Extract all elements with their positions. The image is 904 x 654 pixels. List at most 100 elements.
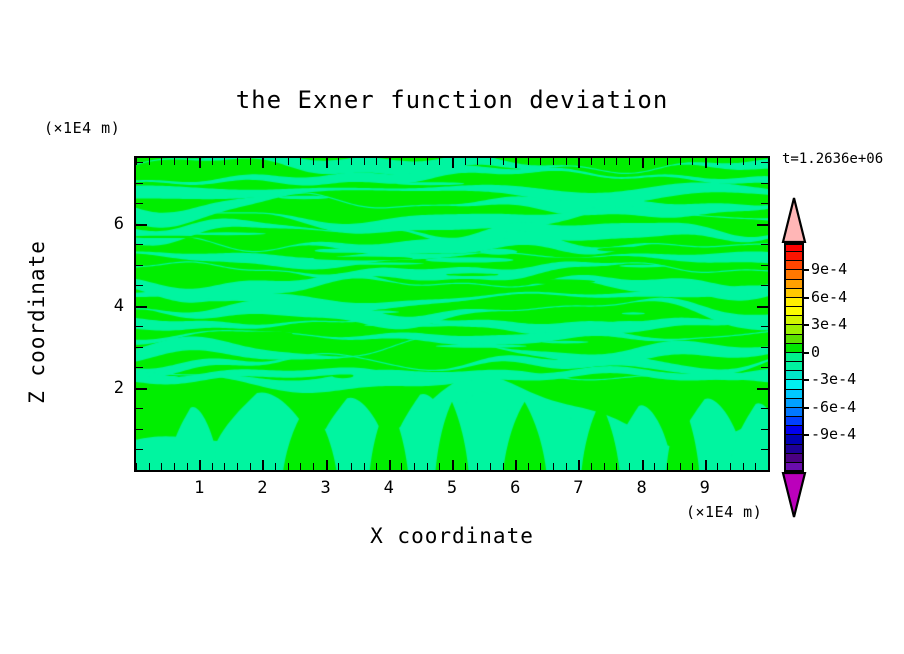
x-tick (578, 460, 580, 470)
x-tick-top (313, 158, 314, 165)
colorbar-bottom-arrow (781, 471, 807, 518)
x-tick-top (477, 158, 478, 165)
x-tick (477, 463, 478, 470)
contour-plot-area (134, 156, 770, 472)
colorbar-band (784, 362, 804, 372)
x-tick-top (224, 158, 225, 165)
y-tick-right (761, 449, 768, 450)
colorbar-label: 6e-4 (811, 287, 848, 306)
x-tick-top (515, 158, 517, 168)
x-tick (629, 463, 630, 470)
y-tick (136, 224, 147, 226)
x-tick-label: 6 (510, 478, 521, 498)
x-tick (389, 460, 391, 470)
x-tick (452, 460, 454, 470)
x-tick (364, 463, 365, 470)
colorbar-label: -3e-4 (811, 370, 857, 389)
x-tick (401, 463, 402, 470)
x-tick (300, 463, 301, 470)
colorbar-band (784, 462, 804, 473)
y-tick-label: 2 (113, 377, 124, 398)
x-tick (717, 463, 718, 470)
colorbar-band (784, 243, 804, 253)
x-tick (692, 463, 693, 470)
x-tick-label: 4 (383, 478, 394, 498)
x-tick-top (187, 158, 188, 165)
colorbar-band (784, 343, 804, 354)
x-tick-label: 8 (636, 478, 647, 498)
x-tick (326, 460, 328, 470)
colorbar-band (784, 389, 804, 400)
x-tick (503, 463, 504, 470)
colorbar-label: -6e-4 (811, 397, 857, 416)
x-tick (174, 463, 175, 470)
x-tick-top (262, 158, 264, 168)
colorbar-band (784, 261, 804, 272)
colorbar-band (784, 270, 804, 281)
y-tick (136, 408, 143, 409)
x-tick-top (149, 158, 150, 165)
x-tick-top (250, 158, 251, 165)
x-tick-top (465, 158, 466, 165)
y-tick-right (757, 224, 768, 226)
colorbar-tick (804, 379, 809, 382)
x-tick-top (755, 158, 756, 165)
x-tick-top (427, 158, 428, 165)
x-tick-top (528, 158, 529, 165)
x-tick-top (414, 158, 415, 165)
y-tick-right (761, 408, 768, 409)
colorbar-separator (784, 243, 804, 245)
x-tick-top (401, 158, 402, 165)
x-tick-label: 9 (699, 478, 710, 498)
y-tick-label: 6 (113, 213, 124, 234)
x-tick (465, 463, 466, 470)
x-tick-top (452, 158, 454, 168)
y-tick-right (757, 306, 768, 308)
x-tick-top (705, 158, 707, 168)
colorbar-label: -9e-4 (811, 425, 857, 444)
x-tick (439, 463, 440, 470)
colorbar-tick (804, 406, 809, 409)
x-tick (566, 463, 567, 470)
x-tick-top (490, 158, 491, 165)
x-tick-top (629, 158, 630, 165)
y-tick-right (761, 285, 768, 286)
x-tick (237, 463, 238, 470)
x-tick (338, 463, 339, 470)
x-tick (604, 463, 605, 470)
x-tick (351, 463, 352, 470)
x-tick (755, 463, 756, 470)
contour-field (136, 158, 768, 470)
y-tick-label: 4 (113, 295, 124, 316)
x-axis-unit-label: (×1E4 m) (686, 503, 763, 521)
x-tick (553, 463, 554, 470)
x-tick-top (351, 158, 352, 165)
y-tick (136, 347, 143, 348)
colorbar-tick (804, 351, 809, 354)
colorbar-label: 3e-4 (811, 315, 848, 334)
x-tick (199, 460, 201, 470)
x-tick (490, 463, 491, 470)
y-tick (136, 265, 143, 266)
x-tick (642, 460, 644, 470)
x-tick (224, 463, 225, 470)
x-tick (136, 463, 137, 470)
colorbar-tick (804, 434, 809, 437)
y-tick (136, 449, 143, 450)
x-tick-top (364, 158, 365, 165)
colorbar-band (784, 252, 804, 262)
colorbar-band (784, 297, 804, 308)
x-tick-top (161, 158, 162, 165)
y-tick-right (761, 244, 768, 245)
y-axis-unit-label: (×1E4 m) (44, 119, 121, 137)
x-tick-top (591, 158, 592, 165)
colorbar-band (784, 288, 804, 299)
colorbar-label: 0 (811, 342, 821, 361)
x-tick (212, 463, 213, 470)
y-tick (136, 203, 143, 204)
x-tick-top (174, 158, 175, 165)
x-tick-label: 2 (257, 478, 268, 498)
x-tick-top (768, 158, 769, 165)
x-tick (250, 463, 251, 470)
x-axis-title: X coordinate (370, 524, 534, 548)
